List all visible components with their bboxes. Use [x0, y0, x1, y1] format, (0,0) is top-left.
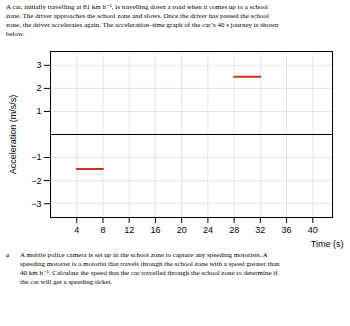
html-text:speeding motorist is a motoris: speeding motorist is a motorist that tra… [20, 260, 280, 268]
svg-text:24: 24 [203, 225, 213, 235]
svg-text:8: 8 [100, 225, 105, 235]
svg-text:32: 32 [255, 225, 265, 235]
svg-text:16: 16 [150, 225, 160, 235]
svg-text:12: 12 [124, 225, 134, 235]
html-text:A car, initially travelling at: A car, initially travelling at 81 km h⁻¹… [6, 3, 268, 11]
svg-text:20: 20 [177, 225, 187, 235]
svg-text:1: 1 [36, 106, 41, 116]
svg-text:Acceleration (m/s/s): Acceleration (m/s/s) [8, 95, 18, 175]
html-text:below.: below. [6, 30, 25, 38]
svg-text:3: 3 [36, 60, 41, 70]
svg-text:4: 4 [74, 225, 79, 235]
svg-text:−1: −1 [31, 152, 41, 162]
svg-text:2: 2 [36, 83, 41, 93]
html-text:A mobile police camera is set: A mobile police camera is set up in the … [20, 251, 268, 259]
svg-text:40: 40 [308, 225, 318, 235]
html-text:zone, the driver accelerates a: zone, the driver accelerates again. The … [6, 21, 279, 29]
html-text:40 km h⁻¹. Calculate the speed: 40 km h⁻¹. Calculate the speed that the … [20, 269, 278, 277]
svg-text:−3: −3 [31, 199, 41, 209]
svg-text:28: 28 [229, 225, 239, 235]
html-text:the car will get a speeding ti: the car will get a speeding ticket. [20, 278, 113, 286]
html-text:a: a [6, 251, 10, 259]
html-text:zone. The driver approaches th: zone. The driver approaches the school z… [6, 12, 269, 20]
svg-text:−2: −2 [31, 175, 41, 185]
svg-text:36: 36 [282, 225, 292, 235]
svg-text:Time (s): Time (s) [311, 239, 344, 249]
